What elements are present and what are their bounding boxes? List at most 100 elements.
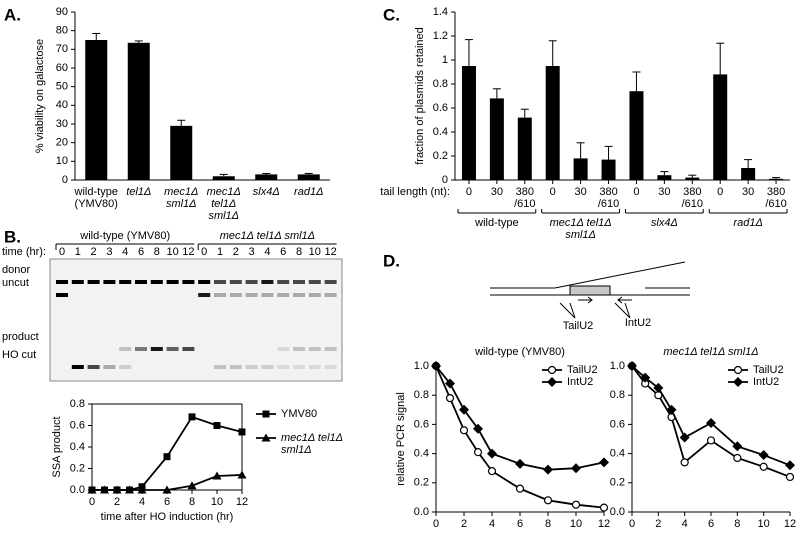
- lane-label: 4: [122, 246, 128, 258]
- x-tick-label: 8: [189, 496, 195, 508]
- lane-label: 0: [201, 246, 207, 258]
- y-tick-label: 0.2: [610, 477, 625, 489]
- marker: [238, 428, 246, 436]
- y-tick-label: 1.0: [414, 360, 429, 372]
- x-tick-label: 30: [742, 186, 754, 198]
- y-tick-label: 0.6: [433, 102, 448, 114]
- panel-label: A.: [4, 5, 21, 24]
- y-tick-label: 30: [56, 118, 68, 130]
- y-tick-label: 0.8: [433, 78, 448, 90]
- gel-band: [245, 280, 258, 284]
- gel-band: [277, 347, 290, 351]
- gel-band: [324, 365, 337, 369]
- y-tick-label: 0.2: [70, 462, 85, 474]
- gel-band: [214, 365, 226, 369]
- marker: [733, 377, 743, 387]
- gel-band: [277, 293, 290, 297]
- y-tick-label: 1: [442, 54, 448, 66]
- lane-label: 12: [324, 246, 336, 258]
- gel-band: [198, 280, 211, 284]
- x-tick-label: 8: [734, 518, 740, 530]
- y-tick-label: 0.2: [433, 150, 448, 162]
- y-tick-label: 0: [442, 174, 448, 186]
- marker: [733, 453, 742, 463]
- legend-label: TailU2: [567, 364, 598, 376]
- marker: [733, 365, 743, 375]
- y-tick-label: 1.4: [433, 6, 448, 18]
- primer-label: IntU2: [625, 317, 651, 329]
- marker: [163, 453, 171, 461]
- marker: [706, 436, 716, 445]
- legend-label: IntU2: [753, 376, 779, 388]
- gel-band: [293, 365, 305, 369]
- lane-label: 1: [75, 246, 81, 258]
- x-tick-label: 0: [717, 186, 723, 198]
- y-tick-label: 0.0: [70, 484, 85, 496]
- x-tick-label: 6: [708, 518, 714, 530]
- x-tick-label: 380/610: [682, 186, 703, 210]
- marker: [785, 460, 795, 471]
- gel-band: [56, 293, 68, 297]
- marker: [571, 500, 581, 509]
- gel-band: [324, 280, 337, 284]
- gel-band: [229, 293, 242, 297]
- y-axis-label: relative PCR signal: [395, 392, 407, 486]
- group-label: slx4Δ: [651, 217, 678, 229]
- bar: [489, 98, 504, 180]
- x-tick-label: 380/610: [514, 186, 535, 210]
- x-tick-label: 2: [114, 496, 120, 508]
- marker: [571, 463, 581, 474]
- gel-band: [135, 280, 147, 284]
- gel-band: [135, 347, 147, 351]
- x-tick-label: 4: [682, 518, 688, 530]
- gel-band: [166, 347, 179, 351]
- marker: [125, 485, 134, 494]
- x-tick-label: 0: [89, 496, 95, 508]
- gel-band: [293, 347, 305, 351]
- gel-band: [308, 365, 321, 369]
- gel-band: [293, 293, 305, 297]
- marker: [640, 372, 651, 383]
- y-tick-label: 0.8: [70, 398, 85, 410]
- gel-band: [324, 347, 337, 351]
- bar: [170, 125, 193, 180]
- y-tick-label: 0.2: [414, 477, 429, 489]
- x-tick-label: 6: [517, 518, 523, 530]
- lane-label: 2: [91, 246, 97, 258]
- x-tick-label: 0: [433, 518, 439, 530]
- marker: [627, 361, 637, 371]
- y-tick-label: 90: [56, 6, 68, 18]
- gel-band: [182, 347, 195, 351]
- x-tick-label: 0: [633, 186, 639, 198]
- marker: [666, 404, 677, 415]
- y-tick-label: 0.4: [610, 448, 625, 460]
- gel-band: [245, 365, 258, 369]
- bar: [629, 91, 644, 180]
- marker: [100, 485, 109, 494]
- lane-label: 4: [264, 246, 270, 258]
- gel-band: [150, 347, 163, 351]
- group-label: rad1Δ: [733, 217, 762, 229]
- x-tick-label: 30: [575, 186, 587, 198]
- x-tick-label: mec1Δ tel1Δ sml1Δ: [207, 186, 241, 222]
- bar: [741, 168, 756, 180]
- x-tick-label: 4: [489, 518, 495, 530]
- y-tick-label: 0.6: [414, 418, 429, 430]
- marker: [262, 410, 270, 418]
- y-tick-label: 0.4: [414, 448, 429, 460]
- gel-band: [103, 280, 116, 284]
- marker: [487, 448, 497, 459]
- lane-label: 8: [154, 246, 160, 258]
- lane-label: 12: [182, 246, 194, 258]
- gel-band: [308, 347, 321, 351]
- x-tick-label: mec1Δ sml1Δ: [164, 186, 198, 210]
- gel-row-label: HO cut: [2, 349, 36, 361]
- marker: [213, 422, 221, 429]
- gel-band: [182, 280, 195, 284]
- x-tick-label: 4: [139, 496, 145, 508]
- marker: [679, 432, 690, 443]
- x-tick-label: tel1Δ: [126, 186, 151, 198]
- y-tick-label: 70: [56, 43, 68, 55]
- gel-band: [308, 293, 321, 297]
